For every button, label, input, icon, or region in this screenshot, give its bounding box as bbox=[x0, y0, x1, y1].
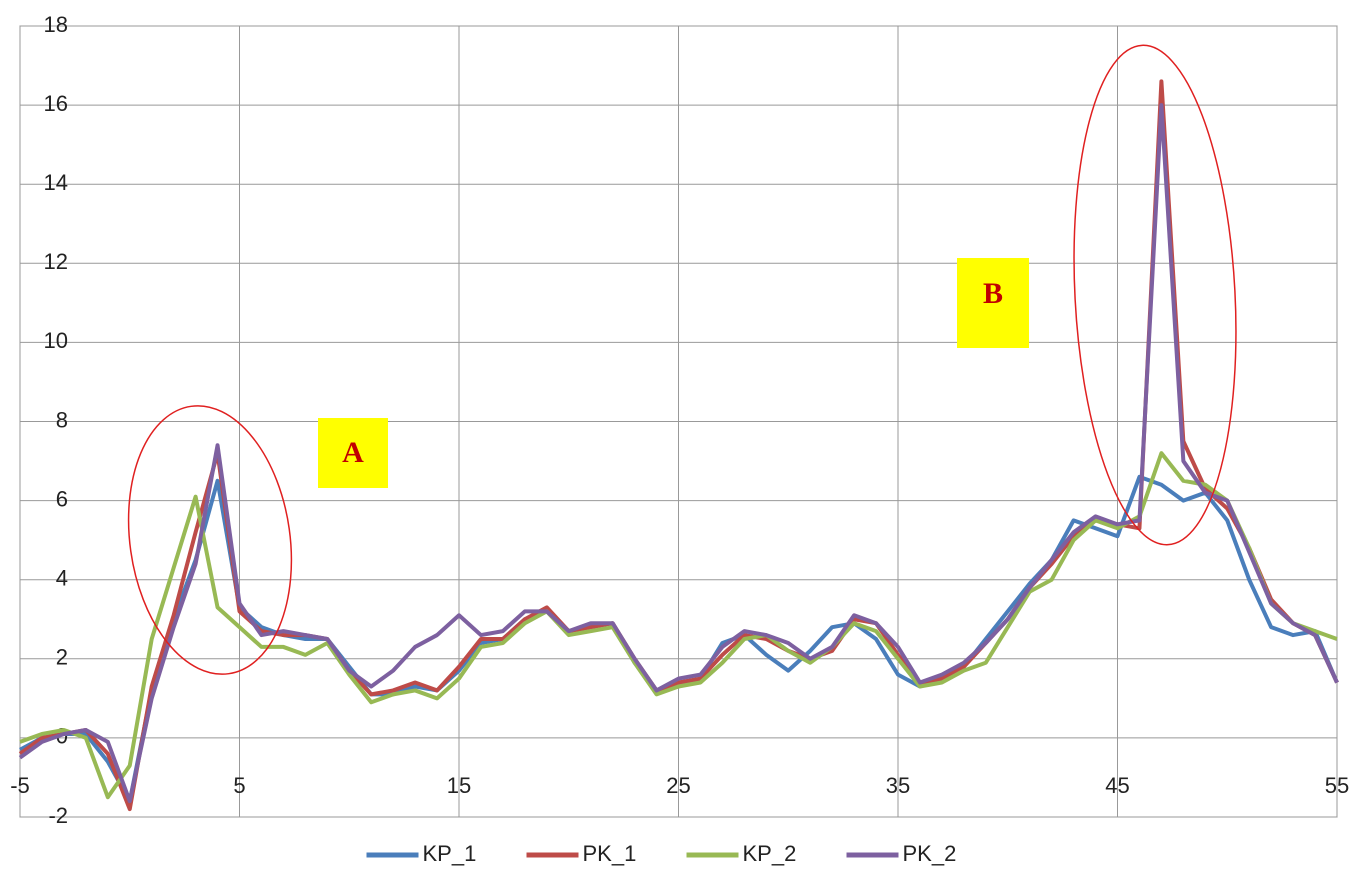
x-tick-label: 15 bbox=[447, 773, 471, 798]
x-tick-label: 55 bbox=[1325, 773, 1349, 798]
highlight-a bbox=[127, 405, 293, 675]
x-tick-label: -5 bbox=[10, 773, 30, 798]
y-tick-label: 8 bbox=[56, 407, 68, 432]
y-tick-label: 14 bbox=[44, 170, 68, 195]
y-tick-label: 6 bbox=[56, 486, 68, 511]
series-line bbox=[18, 103, 1339, 804]
x-tick-label: 5 bbox=[233, 773, 245, 798]
y-tick-label: 10 bbox=[44, 328, 68, 353]
annotation: A bbox=[342, 436, 364, 469]
legend-label: PK_1 bbox=[583, 841, 637, 866]
annotation-box bbox=[318, 418, 388, 488]
legend-label: KP_2 bbox=[743, 841, 797, 866]
highlight-b bbox=[1073, 44, 1237, 546]
y-tick-label: 2 bbox=[56, 645, 68, 670]
x-tick-label: 45 bbox=[1105, 773, 1129, 798]
y-tick-label: 4 bbox=[56, 566, 68, 591]
legend-label: KP_1 bbox=[423, 841, 477, 866]
annotation: B bbox=[983, 277, 1003, 310]
x-tick-label: 25 bbox=[666, 773, 690, 798]
y-tick-label: 12 bbox=[44, 249, 68, 274]
y-tick-label: -2 bbox=[48, 803, 68, 828]
y-tick-label: 18 bbox=[44, 12, 68, 37]
annotation-box bbox=[957, 258, 1029, 348]
x-tick-label: 35 bbox=[886, 773, 910, 798]
y-tick-label: 16 bbox=[44, 91, 68, 116]
series-line bbox=[19, 451, 1338, 800]
legend-label: PK_2 bbox=[903, 841, 957, 866]
